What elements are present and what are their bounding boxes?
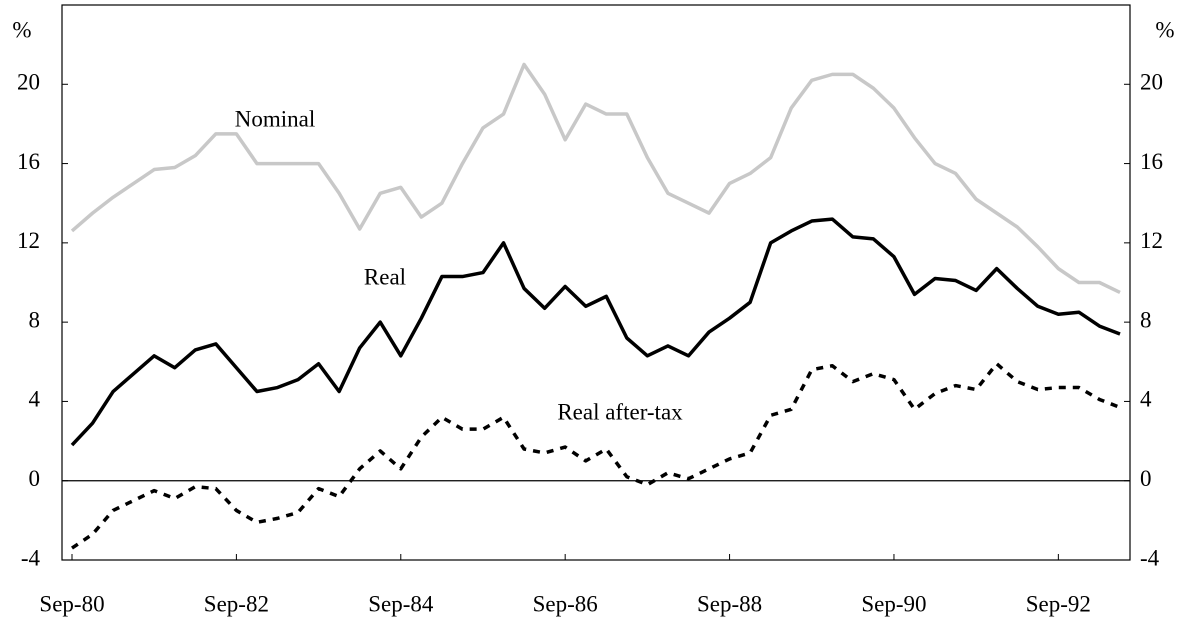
y2-unit-label: % xyxy=(1155,17,1174,42)
y2-tick-label: 20 xyxy=(1140,70,1163,95)
x-tick-label: Sep-82 xyxy=(204,591,269,616)
y-unit-label: % xyxy=(12,17,31,42)
y-tick-label: 16 xyxy=(17,149,40,174)
series-line xyxy=(71,362,1121,550)
y-tick-label: 12 xyxy=(17,228,40,253)
y-tick-label: 8 xyxy=(29,307,41,332)
annotation: Real after-tax xyxy=(557,399,683,424)
series-line xyxy=(70,62,1121,294)
annotation: Nominal xyxy=(235,106,316,131)
y2-tick-label: 12 xyxy=(1140,228,1163,253)
y-tick-label: -4 xyxy=(21,545,41,570)
y-tick-label: 4 xyxy=(29,387,41,412)
y2-tick-label: 16 xyxy=(1140,149,1163,174)
y-tick-label: 20 xyxy=(17,70,40,95)
y2-tick-label: 8 xyxy=(1140,307,1152,332)
x-tick-label: Sep-88 xyxy=(697,591,762,616)
annotation: Real xyxy=(364,264,406,289)
x-tick-label: Sep-86 xyxy=(533,591,598,616)
y2-tick-label: 4 xyxy=(1140,387,1152,412)
x-tick-label: Sep-90 xyxy=(861,591,926,616)
y2-tick-label: 0 xyxy=(1140,466,1152,491)
x-tick-label: Sep-92 xyxy=(1026,591,1091,616)
x-tick-label: Sep-84 xyxy=(368,591,434,616)
y-tick-label: 0 xyxy=(29,466,41,491)
series-line xyxy=(70,217,1121,447)
y2-tick-label: -4 xyxy=(1140,545,1160,570)
x-tick-label: Sep-80 xyxy=(39,591,104,616)
plot-frame xyxy=(61,4,1131,561)
